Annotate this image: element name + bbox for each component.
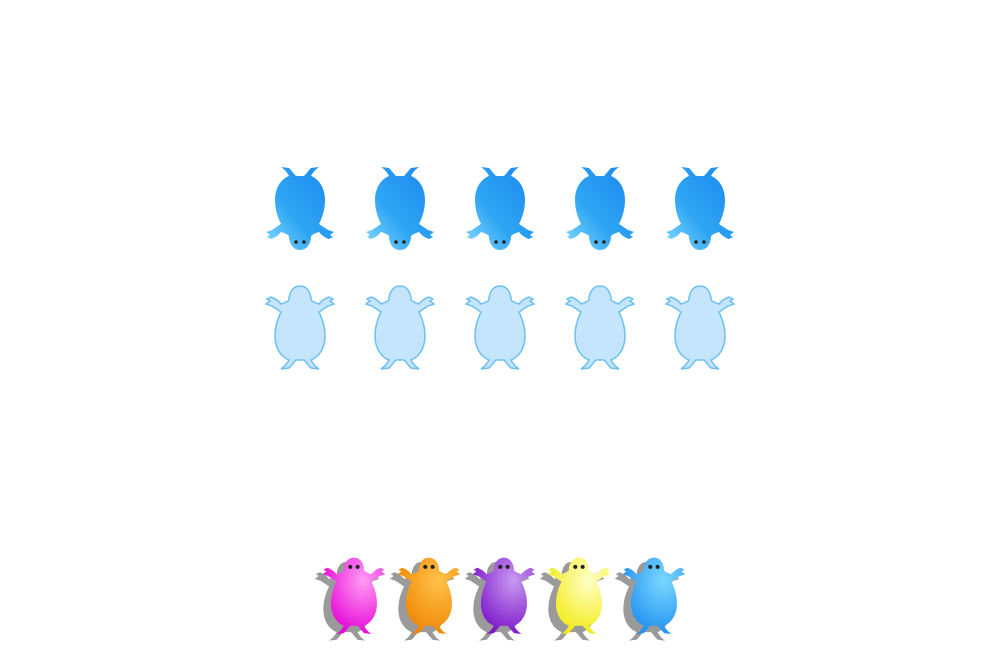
palette-creature-purple[interactable] (463, 554, 543, 646)
answer-slots-row (0, 280, 999, 380)
target-creature-5 (662, 164, 738, 254)
target-creature-3 (462, 164, 538, 254)
answer-slot-4[interactable] (562, 282, 638, 372)
target-creature-2 (362, 164, 438, 254)
answer-slot-2[interactable] (362, 282, 438, 372)
answer-slot-3[interactable] (462, 282, 538, 372)
palette-creature-yellow[interactable] (538, 554, 618, 646)
palette-creature-orange[interactable] (388, 554, 468, 646)
palette-creature-magenta[interactable] (313, 554, 393, 646)
palette-row (0, 552, 999, 648)
answer-slot-1[interactable] (262, 282, 338, 372)
answer-slot-5[interactable] (662, 282, 738, 372)
target-row (0, 160, 999, 260)
target-creature-1 (262, 164, 338, 254)
palette-creature-blue[interactable] (613, 554, 693, 646)
target-creature-4 (562, 164, 638, 254)
